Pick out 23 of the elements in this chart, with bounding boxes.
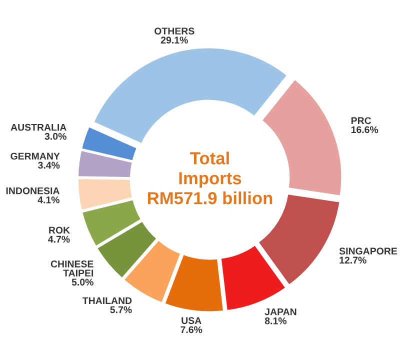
data-label: 4.1% bbox=[38, 196, 60, 204]
slice-label: USA bbox=[182, 317, 202, 324]
data-label: 5.7% bbox=[110, 306, 132, 314]
data-label: 7.6% bbox=[180, 326, 202, 334]
data-label: 3.0% bbox=[44, 132, 66, 140]
slice-label: THAILAND bbox=[82, 297, 132, 304]
data-label: 3.4% bbox=[38, 162, 60, 169]
slice-label: AUSTRALIA bbox=[10, 124, 66, 131]
slice-label: OTHERS bbox=[154, 28, 194, 34]
data-label: 8.1% bbox=[264, 317, 287, 324]
text: Total Imports RM571.9 billion bbox=[148, 152, 272, 204]
data-label: 29.1% bbox=[160, 36, 188, 44]
data-label: 4.7% bbox=[48, 236, 70, 243]
slice-label: GERMANY bbox=[10, 152, 60, 160]
slice-label: INDONESIA bbox=[6, 187, 60, 194]
data-label: 12.7% bbox=[340, 256, 366, 264]
data-label: 5.0% bbox=[72, 278, 94, 286]
slice-label: JAPAN bbox=[264, 308, 296, 316]
slice-label: ROK bbox=[49, 226, 70, 234]
slice-label: CHINESE TAIPEI bbox=[50, 260, 94, 276]
slice-label: SINGAPORE bbox=[339, 248, 398, 255]
data-label: 16.6% bbox=[351, 126, 378, 134]
slice-label: PRC bbox=[351, 117, 372, 124]
